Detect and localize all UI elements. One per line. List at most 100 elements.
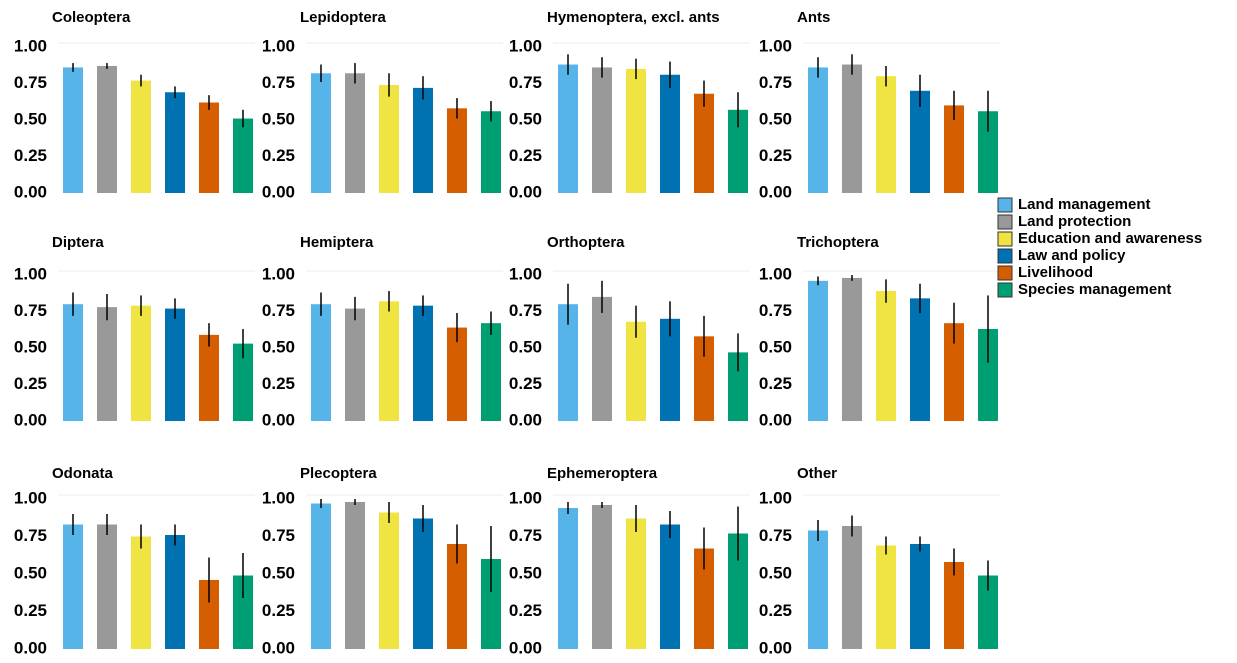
bar (379, 84, 399, 193)
legend-label: Law and policy (1018, 247, 1126, 264)
y-tick-label: 0.75 (14, 73, 47, 92)
panel: Plecoptera 0.00 0.25 0.50 0.75 1.00 (262, 465, 503, 657)
bar (910, 544, 930, 649)
bar (199, 334, 219, 421)
bar (447, 327, 467, 421)
bar (876, 291, 896, 421)
y-tick-label: 0.25 (509, 601, 542, 620)
bar (728, 533, 748, 649)
y-tick-label: 0.50 (509, 563, 542, 582)
y-tick-label: 0.50 (509, 109, 542, 128)
bar (876, 545, 896, 649)
legend-label: Education and awareness (1018, 230, 1202, 247)
bar (978, 329, 998, 421)
bar (626, 518, 646, 649)
bar (728, 352, 748, 421)
y-tick-label: 0.50 (759, 109, 792, 128)
bar (944, 323, 964, 421)
y-tick-label: 0.00 (262, 410, 295, 429)
bar (978, 575, 998, 649)
y-tick-label: 1.00 (509, 488, 542, 507)
y-tick-label: 0.00 (14, 182, 47, 201)
bar (660, 524, 680, 649)
legend-label: Species management (1018, 281, 1171, 298)
y-tick-label: 0.00 (14, 638, 47, 657)
legend-label: Land management (1018, 196, 1151, 213)
y-tick-label: 0.25 (759, 146, 792, 165)
bar (97, 524, 117, 649)
y-tick-label: 0.25 (509, 374, 542, 393)
y-tick-label: 0.00 (509, 410, 542, 429)
panel: Ephemeroptera 0.00 0.25 0.50 0.75 1.00 (509, 465, 750, 657)
bar (311, 304, 331, 421)
panel-title: Diptera (52, 234, 104, 251)
bar (728, 109, 748, 193)
bar (808, 67, 828, 193)
bar (694, 93, 714, 193)
bar (97, 65, 117, 193)
bar (842, 526, 862, 649)
bar (558, 508, 578, 649)
bar (808, 530, 828, 649)
bar (558, 64, 578, 194)
panel: Ants 0.00 0.25 0.50 0.75 1.00 (759, 9, 1000, 201)
y-tick-label: 0.75 (14, 526, 47, 545)
bar (558, 304, 578, 421)
panel: Other 0.00 0.25 0.50 0.75 1.00 (759, 465, 1000, 657)
bar (481, 559, 501, 649)
y-tick-label: 1.00 (262, 264, 295, 283)
y-tick-label: 0.75 (759, 73, 792, 92)
bar (694, 548, 714, 649)
bar (345, 502, 365, 649)
panel: Diptera 0.00 0.25 0.50 0.75 1.00 (14, 234, 255, 429)
bar (165, 535, 185, 649)
bar (626, 321, 646, 421)
panel-title: Odonata (52, 465, 113, 482)
y-tick-label: 0.00 (262, 638, 295, 657)
y-tick-label: 0.25 (14, 601, 47, 620)
panel: Lepidoptera 0.00 0.25 0.50 0.75 1.00 (262, 9, 503, 201)
y-tick-label: 1.00 (14, 36, 47, 55)
y-tick-label: 0.00 (759, 638, 792, 657)
bar (481, 111, 501, 193)
bar (842, 277, 862, 421)
panel: Hymenoptera, excl. ants 0.00 0.25 0.50 0.75 1… (509, 9, 750, 201)
bar (944, 562, 964, 649)
bar (808, 280, 828, 421)
bar (481, 323, 501, 421)
bar (978, 111, 998, 193)
bar (233, 575, 253, 649)
bar (379, 301, 399, 421)
y-tick-label: 0.00 (509, 638, 542, 657)
bar (413, 518, 433, 649)
panel: Orthoptera 0.00 0.25 0.50 0.75 1.00 (509, 234, 750, 429)
y-tick-label: 0.75 (759, 526, 792, 545)
y-tick-label: 0.00 (759, 410, 792, 429)
y-tick-label: 0.25 (509, 146, 542, 165)
bar (592, 67, 612, 193)
bar (131, 80, 151, 193)
y-tick-label: 0.50 (509, 337, 542, 356)
bar (379, 512, 399, 649)
y-tick-label: 0.50 (14, 563, 47, 582)
bar (842, 64, 862, 194)
legend-label: Land protection (1018, 213, 1131, 230)
bar (311, 503, 331, 649)
y-tick-label: 1.00 (262, 488, 295, 507)
bar (660, 74, 680, 193)
legend-swatch (997, 265, 1013, 281)
y-tick-label: 0.00 (509, 182, 542, 201)
y-tick-label: 1.00 (14, 264, 47, 283)
y-tick-label: 0.25 (262, 374, 295, 393)
y-tick-label: 0.50 (759, 563, 792, 582)
y-tick-label: 0.25 (14, 374, 47, 393)
bar (944, 105, 964, 193)
panel-title: Hymenoptera, excl. ants (547, 9, 720, 26)
bar (592, 505, 612, 649)
bar (233, 343, 253, 421)
bar (660, 318, 680, 421)
y-tick-label: 0.75 (262, 526, 295, 545)
bar (910, 298, 930, 421)
y-tick-label: 1.00 (759, 488, 792, 507)
